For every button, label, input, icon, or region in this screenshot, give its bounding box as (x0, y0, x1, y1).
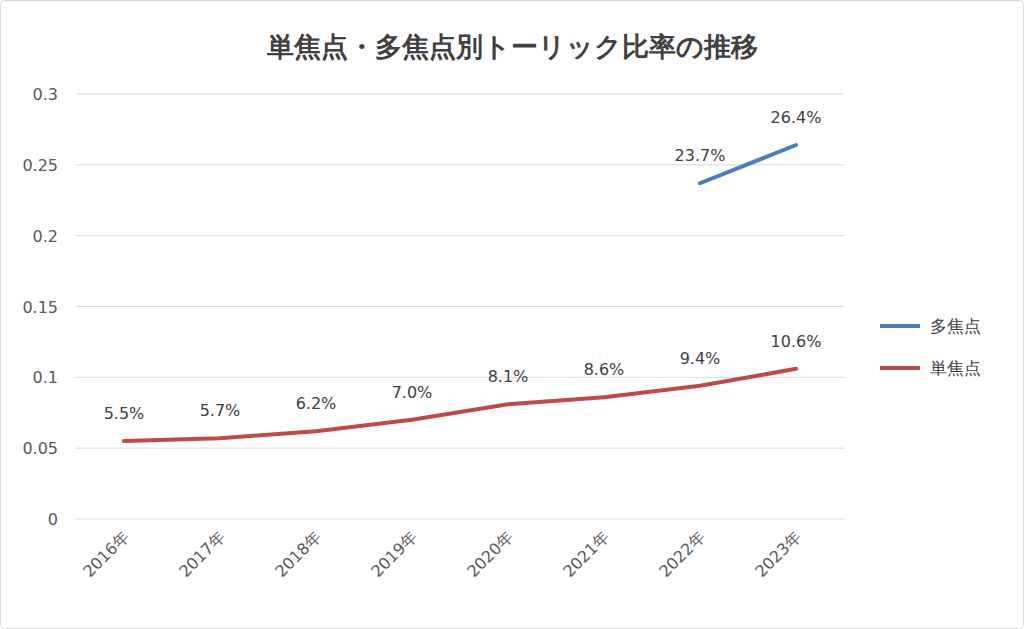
legend-swatch (880, 366, 920, 370)
data-label: 10.6% (771, 332, 822, 351)
chart-frame (1, 1, 1024, 629)
series-line (124, 369, 796, 441)
grid-line (76, 377, 844, 378)
data-label: 6.2% (296, 394, 337, 413)
y-tick-label: 0.05 (22, 439, 58, 458)
y-tick-label: 0.1 (33, 368, 58, 387)
data-labels: 23.7% 26.4% 5.5% 5.7% 6.2% 7.0% 8.1% 8.6% 9.4% 10… (104, 108, 822, 423)
x-tick-label: 2022年 (655, 527, 709, 581)
data-label: 5.5% (104, 404, 145, 423)
x-tick-label: 2020年 (463, 527, 517, 581)
chart-container: 単焦点・多焦点別トーリック比率の推移 0 0.05 0.1 0.15 0.2 0.25 0.3… (0, 0, 1024, 629)
x-tick-label: 2023年 (751, 527, 805, 581)
y-tick-label: 0.2 (33, 227, 58, 246)
y-tick-label: 0 (48, 510, 58, 529)
data-label: 9.4% (680, 349, 721, 368)
data-label: 23.7% (675, 146, 726, 165)
data-label: 5.7% (200, 401, 241, 420)
legend-swatch (880, 324, 920, 328)
legend: 多焦点単焦点 (880, 316, 981, 378)
chart-svg: 単焦点・多焦点別トーリック比率の推移 0 0.05 0.1 0.15 0.2 0.25 0.3… (0, 0, 1024, 629)
grid-line (76, 94, 844, 95)
data-label: 8.1% (488, 367, 529, 386)
x-tick-label: 2018年 (271, 527, 325, 581)
grid-line (76, 306, 844, 307)
x-tick-label: 2017年 (175, 527, 229, 581)
grid-line (76, 235, 844, 236)
legend-label: 単焦点 (930, 358, 981, 378)
plot-area (124, 145, 796, 441)
x-tick-label: 2016年 (79, 527, 133, 581)
grid-line (76, 519, 844, 520)
y-tick-label: 0.3 (33, 85, 58, 104)
chart-title: 単焦点・多焦点別トーリック比率の推移 (266, 31, 758, 62)
data-label: 7.0% (392, 383, 433, 402)
x-tick-label: 2021年 (559, 527, 613, 581)
legend-label: 多焦点 (930, 316, 981, 336)
grid-line (76, 448, 844, 449)
y-tick-label: 0.15 (22, 298, 58, 317)
x-tick-label: 2019年 (367, 527, 421, 581)
grid-line (76, 164, 844, 165)
data-label: 26.4% (771, 108, 822, 127)
data-label: 8.6% (584, 360, 625, 379)
y-tick-label: 0.25 (22, 156, 58, 175)
